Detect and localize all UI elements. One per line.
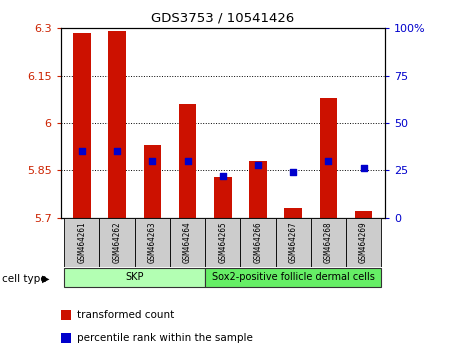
Text: GSM464266: GSM464266: [253, 222, 262, 263]
Bar: [170, 218, 205, 267]
Bar: [64, 218, 99, 267]
Text: GSM464267: GSM464267: [289, 222, 298, 263]
Bar: [99, 218, 135, 267]
Bar: [135, 218, 170, 267]
Text: GSM464261: GSM464261: [77, 222, 86, 263]
Point: [325, 158, 332, 164]
Point: [184, 158, 191, 164]
Bar: [240, 218, 275, 267]
Bar: [311, 218, 346, 267]
Text: ▶: ▶: [42, 274, 50, 284]
Bar: [179, 104, 196, 218]
Bar: [346, 218, 381, 267]
Bar: [108, 32, 126, 218]
Bar: [284, 208, 302, 218]
Point: [360, 166, 367, 171]
Bar: [249, 161, 267, 218]
Text: GSM464265: GSM464265: [218, 222, 227, 263]
Point: [254, 162, 261, 167]
Point: [219, 173, 226, 179]
Point: [113, 149, 121, 154]
Text: Sox2-positive follicle dermal cells: Sox2-positive follicle dermal cells: [212, 273, 374, 282]
Bar: [205, 268, 381, 287]
Bar: [355, 211, 373, 218]
Text: GSM464262: GSM464262: [112, 222, 122, 263]
Bar: [64, 268, 205, 287]
Bar: [144, 145, 161, 218]
Bar: [214, 177, 232, 218]
Title: GDS3753 / 10541426: GDS3753 / 10541426: [151, 11, 294, 24]
Point: [148, 158, 156, 164]
Text: cell type: cell type: [2, 274, 47, 284]
Text: GSM464263: GSM464263: [148, 222, 157, 263]
Point: [290, 170, 297, 175]
Text: GSM464268: GSM464268: [324, 222, 333, 263]
Point: [78, 149, 86, 154]
Text: GSM464269: GSM464269: [359, 222, 368, 263]
Bar: [73, 33, 91, 218]
Text: GSM464264: GSM464264: [183, 222, 192, 263]
Bar: [275, 218, 311, 267]
Bar: [205, 218, 240, 267]
Text: SKP: SKP: [126, 273, 144, 282]
Text: transformed count: transformed count: [77, 310, 175, 320]
Bar: [320, 98, 337, 218]
Text: percentile rank within the sample: percentile rank within the sample: [77, 333, 253, 343]
